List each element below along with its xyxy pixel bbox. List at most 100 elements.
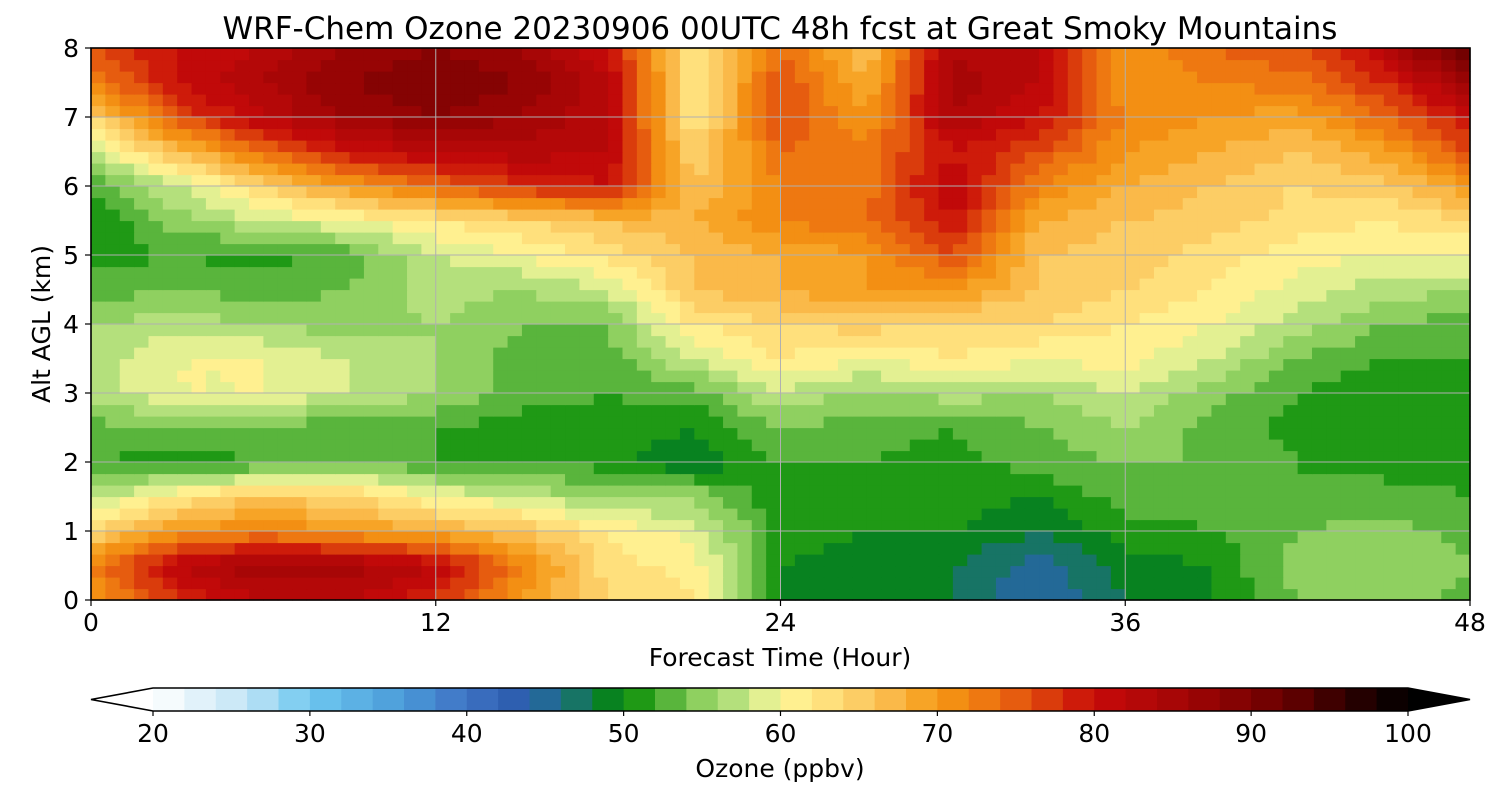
heatmap-cell [335, 278, 351, 291]
heatmap-cell [493, 404, 509, 417]
heatmap-cell [1311, 197, 1327, 210]
heatmap-cell [823, 209, 839, 222]
heatmap-cell [119, 186, 135, 199]
heatmap-cell [450, 209, 466, 222]
heatmap-cell [651, 301, 667, 314]
heatmap-cell [794, 255, 810, 268]
heatmap-cell [1110, 71, 1126, 84]
heatmap-cell [938, 462, 954, 475]
heatmap-cell [162, 209, 178, 222]
heatmap-cell [521, 59, 537, 72]
heatmap-cell [536, 588, 552, 601]
heatmap-cell [1369, 209, 1385, 222]
heatmap-cell [1455, 347, 1471, 360]
heatmap-cell [220, 347, 236, 360]
heatmap-cell [1039, 128, 1055, 141]
heatmap-cell [450, 255, 466, 268]
heatmap-cell [723, 94, 738, 107]
heatmap-cell [249, 197, 264, 210]
heatmap-cell [608, 278, 624, 291]
heatmap-cell [1383, 117, 1399, 130]
heatmap-cell [1355, 312, 1371, 325]
heatmap-cell [1355, 381, 1371, 394]
heatmap-cell [651, 358, 667, 371]
heatmap-cell [249, 335, 264, 348]
heatmap-cell [579, 554, 595, 567]
heatmap-cell [148, 358, 164, 371]
heatmap-cell [1254, 278, 1270, 291]
heatmap-cell [349, 266, 365, 279]
heatmap-cell [751, 335, 767, 348]
heatmap-cell [435, 289, 451, 302]
heatmap-cell [1067, 94, 1083, 107]
heatmap-cell [694, 462, 710, 475]
heatmap-cell [220, 381, 236, 394]
heatmap-cell [679, 140, 695, 153]
heatmap-cell [392, 577, 408, 590]
heatmap-cell [1096, 255, 1112, 268]
heatmap-cell [234, 197, 250, 210]
heatmap-cell [1369, 577, 1385, 590]
heatmap-cell [780, 312, 796, 325]
heatmap-cell [1426, 186, 1442, 199]
heatmap-cell [91, 301, 106, 314]
heatmap-cell [1441, 220, 1457, 233]
heatmap-cell [205, 427, 221, 440]
heatmap-cell [1311, 439, 1327, 452]
heatmap-cell [1311, 358, 1327, 371]
heatmap-cell [1426, 347, 1442, 360]
heatmap-cell [1268, 82, 1284, 95]
heatmap-cell [981, 542, 997, 555]
heatmap-cell [823, 289, 839, 302]
heatmap-cell [1010, 462, 1026, 475]
heatmap-cell [363, 508, 379, 521]
heatmap-cell [1340, 393, 1356, 406]
heatmap-cell [421, 266, 437, 279]
heatmap-cell [407, 128, 422, 141]
heatmap-cell [1053, 243, 1069, 256]
heatmap-cell [119, 255, 135, 268]
heatmap-cell [1240, 278, 1256, 291]
heatmap-cell [1383, 197, 1399, 210]
heatmap-cell [392, 94, 408, 107]
heatmap-cell [852, 186, 868, 199]
heatmap-cell [967, 531, 983, 544]
heatmap-cell [134, 324, 150, 337]
heatmap-cell [1340, 531, 1356, 544]
heatmap-cell [881, 462, 897, 475]
heatmap-cell [1455, 542, 1471, 555]
heatmap-cell [105, 266, 121, 279]
heatmap-cell [1067, 301, 1083, 314]
colorbar-band [466, 688, 499, 711]
heatmap-cell [1326, 151, 1342, 164]
heatmap-cell [909, 301, 925, 314]
heatmap-cell [1139, 577, 1155, 590]
heatmap-cell [1455, 324, 1471, 337]
heatmap-cell [794, 289, 810, 302]
heatmap-cell [895, 232, 911, 245]
heatmap-cell [593, 105, 609, 118]
heatmap-cell [335, 289, 351, 302]
heatmap-cell [665, 278, 681, 291]
heatmap-cell [1168, 140, 1184, 153]
heatmap-cell [1383, 151, 1399, 164]
heatmap-cell [392, 358, 408, 371]
heatmap-cell [823, 324, 839, 337]
heatmap-cell [895, 94, 911, 107]
heatmap-cell [1412, 404, 1428, 417]
heatmap-cell [263, 519, 279, 532]
heatmap-cell [1268, 220, 1284, 233]
heatmap-cell [478, 243, 494, 256]
heatmap-cell [1426, 278, 1442, 291]
heatmap-cell [521, 255, 537, 268]
heatmap-cell [924, 117, 940, 130]
heatmap-cell [1340, 278, 1356, 291]
heatmap-cell [1211, 554, 1227, 567]
heatmap-cell [335, 140, 351, 153]
heatmap-cell [134, 335, 150, 348]
heatmap-cell [1283, 174, 1299, 187]
heatmap-cell [407, 462, 422, 475]
heatmap-cell [407, 174, 422, 187]
heatmap-cell [794, 232, 810, 245]
heatmap-cell [1398, 439, 1414, 452]
